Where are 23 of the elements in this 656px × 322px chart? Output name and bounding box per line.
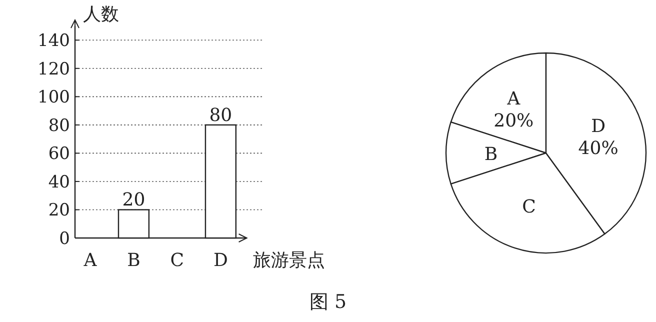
- slice-label: B: [484, 144, 498, 165]
- x-tick-label: B: [127, 250, 140, 271]
- y-tick-label: 140: [38, 31, 70, 52]
- y-tick-label: 120: [38, 59, 70, 80]
- data-label: 20: [122, 190, 146, 211]
- y-tick-label: 60: [48, 144, 70, 164]
- slice-label: C: [522, 196, 536, 218]
- y-tick-label: 80: [48, 116, 70, 136]
- y-tick-label: 0: [59, 229, 70, 249]
- data-label: 40%: [578, 138, 618, 160]
- slice-label: D: [591, 116, 606, 138]
- y-tick-label: 100: [38, 88, 70, 108]
- data-label: 20%: [494, 110, 534, 132]
- y-tick-label: 40: [48, 172, 70, 192]
- x-tick-label: D: [213, 250, 228, 271]
- x-axis-title: 旅游景点: [252, 250, 325, 271]
- y-axis-title: 人数: [83, 4, 119, 25]
- y-tick-label: 20: [48, 200, 70, 221]
- x-tick-label: A: [82, 250, 98, 271]
- data-label: 80: [209, 104, 232, 126]
- x-tick-label: C: [170, 250, 184, 271]
- slice-label: A: [506, 88, 522, 110]
- caption: 图 5: [309, 291, 347, 313]
